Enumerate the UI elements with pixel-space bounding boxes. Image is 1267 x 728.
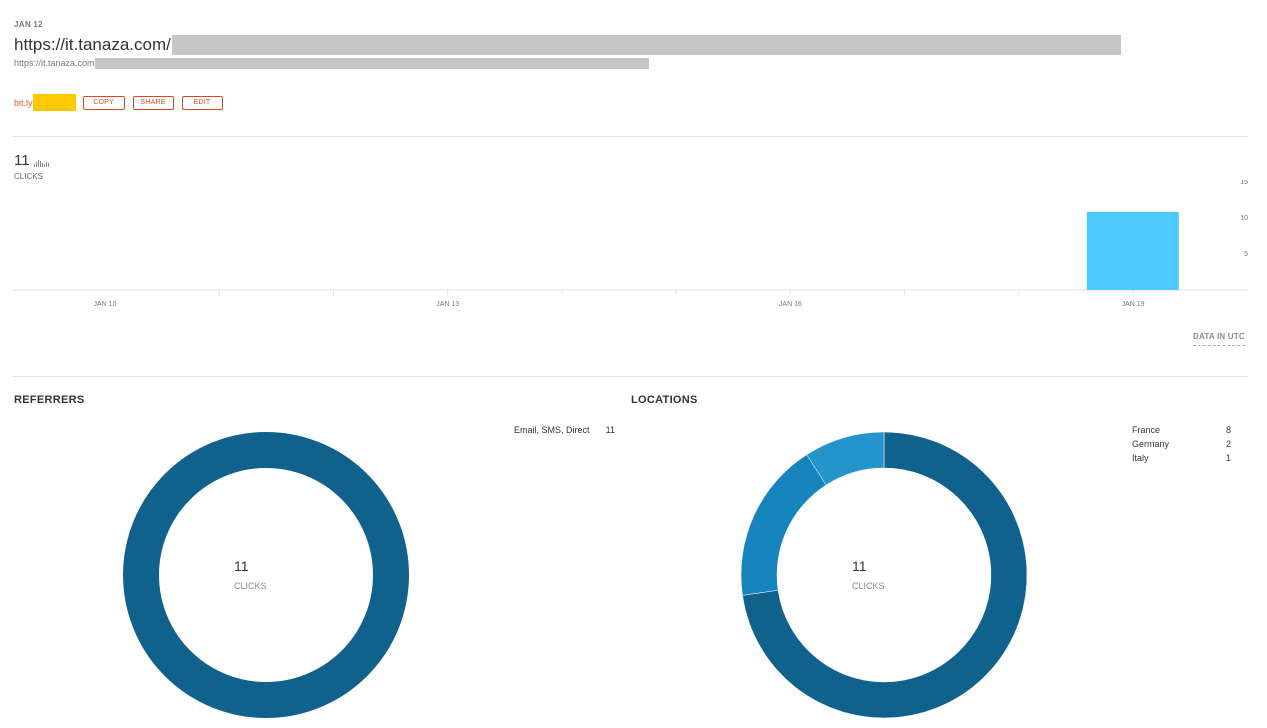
donut-slice[interactable]: [740, 454, 827, 596]
redacted-short-link: [32, 94, 76, 111]
x-tick-label: JAN 13: [436, 301, 459, 308]
link-actions: bit.ly COPY SHARE EDIT: [14, 94, 231, 111]
y-tick-label: 5: [1244, 251, 1248, 258]
total-clicks: 11: [14, 152, 50, 169]
bar-chart-icon: [33, 160, 49, 167]
legend-value: 2: [1225, 439, 1231, 449]
link-date: JAN 12: [14, 20, 43, 29]
y-tick-label: 15: [1240, 180, 1248, 186]
clicks-timeline-chart: JAN 10 JAN 13 JAN 16 JAN 19 5 10 15: [13, 180, 1248, 308]
legend-value: 11: [605, 425, 615, 435]
link-title[interactable]: https://it.tanaza.com/: [14, 35, 171, 54]
short-link[interactable]: bit.ly: [14, 97, 33, 108]
x-tick-label: JAN 19: [1122, 301, 1145, 308]
link-long-url[interactable]: https://it.tanaza.com: [14, 58, 95, 68]
y-tick-label: 10: [1240, 215, 1248, 222]
referrers-center-value: 11: [234, 558, 249, 574]
legend-label: Germany: [1132, 439, 1170, 449]
copy-button[interactable]: COPY: [82, 95, 125, 110]
referrers-title: REFERRERS: [14, 394, 85, 406]
share-button[interactable]: SHARE: [132, 95, 174, 110]
total-clicks-value: 11: [14, 152, 30, 169]
referrers-center-label: CLICKS: [234, 581, 267, 591]
legend-value: 8: [1225, 425, 1231, 435]
edit-button[interactable]: EDIT: [181, 95, 223, 110]
referrers-donut: [123, 432, 409, 718]
redacted-long-url: [94, 57, 649, 69]
locations-center-label: CLICKS: [852, 581, 885, 591]
divider: [13, 376, 1248, 377]
legend-label: Italy: [1132, 453, 1149, 463]
locations-title: LOCATIONS: [631, 394, 698, 406]
total-clicks-label: CLICKS: [14, 172, 43, 181]
x-tick-label: JAN 10: [94, 301, 117, 308]
link-title-row: https://it.tanaza.com/: [14, 35, 1121, 55]
legend-value: 1: [1225, 453, 1231, 463]
donut-slice[interactable]: [742, 431, 1028, 719]
redacted-title: [171, 35, 1121, 55]
legend-label: Email, SMS, Direct: [514, 425, 590, 435]
x-tick-label: JAN 16: [779, 301, 802, 308]
link-subtitle-row: https://it.tanaza.com: [14, 57, 649, 69]
legend-label: France: [1132, 425, 1161, 435]
donut-slice[interactable]: [806, 431, 885, 486]
locations-center-value: 11: [852, 558, 867, 574]
timeline-bar[interactable]: [1086, 212, 1179, 290]
donut-slice[interactable]: [123, 432, 409, 718]
divider: [13, 136, 1248, 137]
utc-note[interactable]: DATA IN UTC: [1193, 332, 1245, 346]
locations-donut: [740, 431, 1028, 719]
